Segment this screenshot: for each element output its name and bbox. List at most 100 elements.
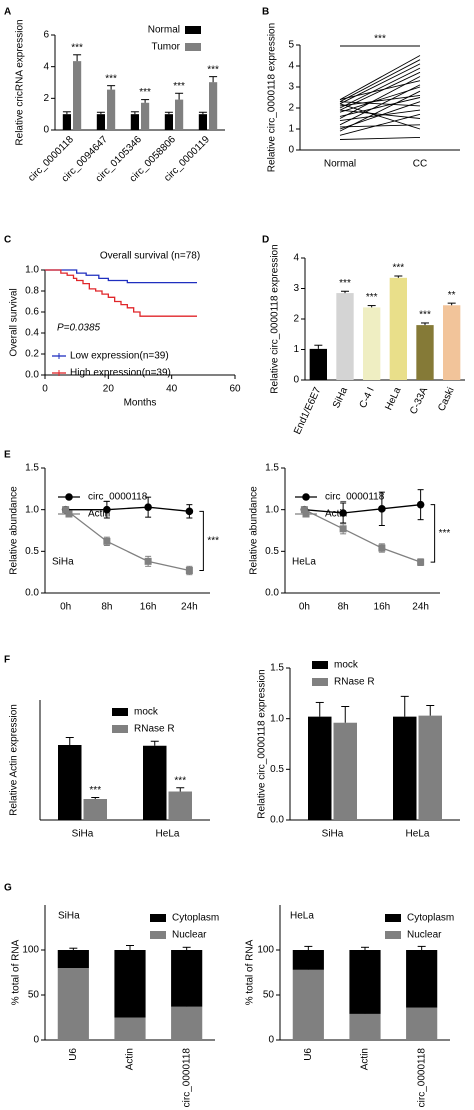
y-tick-label: 1 [288, 124, 294, 135]
x-tick-label: 0 [42, 384, 48, 395]
x-tick-label: 0h [60, 602, 71, 613]
panel-letter: D [262, 235, 269, 246]
point-marker [185, 567, 193, 574]
bar [308, 716, 332, 820]
legend-label: mock [334, 660, 359, 671]
significance-label: *** [419, 310, 431, 321]
x-tick-label: U6 [68, 1048, 79, 1061]
y-tick-label: 1.0 [270, 713, 284, 724]
legend-label: circ_0000118 [325, 492, 385, 503]
panel-letter: G [4, 883, 12, 894]
x-tick-label: U6 [303, 1048, 314, 1061]
x-tick-label: 16h [140, 602, 157, 613]
significance-label: *** [207, 536, 219, 547]
significance-label: *** [174, 775, 186, 786]
bar [141, 102, 150, 130]
x-tick-label: 20 [103, 384, 115, 395]
legend-label: circ_0000118 [88, 492, 148, 503]
x-axis-label: Months [124, 398, 157, 409]
survival-curve [45, 269, 197, 284]
point-marker [103, 537, 111, 545]
bar [389, 277, 407, 380]
x-tick-label: circ_0000118 [416, 1048, 427, 1108]
y-tick-label: 1.5 [265, 463, 279, 474]
pair-line [339, 109, 421, 119]
legend-swatch [312, 661, 328, 669]
x-tick-label: 40 [166, 384, 178, 395]
legend-swatch [185, 43, 201, 51]
x-tick-label: C-4 I [358, 386, 377, 410]
bar-segment [406, 1007, 438, 1040]
y-axis-label: Relative Actin expression [9, 704, 20, 816]
panel-letter: C [4, 235, 11, 246]
panel-letter: F [4, 655, 10, 666]
y-axis-label: Relative circ_0000118 expression [267, 23, 278, 172]
legend-swatch [385, 931, 401, 939]
bar [175, 99, 184, 130]
pair-line [339, 59, 421, 103]
survival-curve [45, 269, 197, 317]
x-tick-label: 60 [229, 384, 241, 395]
pair-line [339, 97, 421, 117]
bar [198, 114, 207, 130]
point-marker [417, 558, 425, 566]
panel-letter: B [262, 7, 269, 18]
legend-swatch [150, 914, 166, 922]
legend-swatch [385, 914, 401, 922]
bar [96, 114, 105, 130]
y-tick-label: 0.0 [25, 588, 39, 599]
y-tick-label: 1.0 [25, 265, 39, 276]
y-tick-label: 100 [257, 945, 274, 956]
x-tick-label: circ_0000118 [181, 1048, 192, 1108]
legend-label: RNase R [334, 677, 375, 688]
pair-line [339, 109, 421, 122]
bar [418, 715, 442, 820]
pair-line [339, 55, 421, 100]
y-axis-label: Relative cricRNA expression [15, 19, 26, 145]
y-tick-label: 100 [22, 945, 39, 956]
bar [143, 745, 167, 820]
legend-label: High expression(n=39) [70, 368, 171, 379]
bar [443, 305, 461, 380]
significance-label: *** [366, 292, 378, 303]
point-marker [416, 500, 425, 509]
y-tick-label: 5 [288, 40, 294, 51]
point-marker [302, 493, 310, 501]
significance-bracket [199, 510, 204, 571]
pair-line [339, 94, 421, 107]
y-tick-label: 0.4 [25, 328, 39, 339]
y-tick-label: 0.6 [25, 307, 39, 318]
significance-label: *** [173, 81, 185, 92]
x-tick-label: SiHa [72, 829, 94, 840]
x-tick-label: Actin [125, 1048, 136, 1070]
bar-segment [171, 950, 203, 1007]
legend-swatch [312, 678, 328, 686]
bar [336, 293, 354, 380]
significance-label: ** [448, 290, 456, 301]
x-tick-label: Actin [360, 1048, 371, 1070]
significance-label: *** [339, 278, 351, 289]
point-marker [65, 510, 73, 518]
legend-label: Tumor [151, 42, 180, 53]
pair-line [339, 103, 421, 130]
x-tick-label: 24h [181, 602, 198, 613]
y-tick-label: 0.5 [25, 546, 39, 557]
x-tick-label: C-33A [408, 385, 430, 416]
pair-line [339, 113, 421, 136]
point-marker [339, 525, 347, 533]
legend-swatch [150, 931, 166, 939]
x-tick-label: SiHa [322, 829, 344, 840]
series-line [304, 504, 421, 514]
legend-label: Normal [148, 25, 180, 36]
pair-line [339, 80, 421, 101]
bar-segment [57, 968, 89, 1040]
bar [73, 61, 82, 130]
significance-label: *** [374, 34, 386, 45]
y-axis-label: Relative abundance [249, 486, 260, 575]
y-tick-label: 1.5 [270, 663, 284, 674]
y-axis-label: % total of RNA [245, 939, 256, 1005]
x-tick-label: Normal [324, 159, 356, 170]
bar [58, 745, 82, 820]
legend-label: Nuclear [172, 930, 207, 941]
